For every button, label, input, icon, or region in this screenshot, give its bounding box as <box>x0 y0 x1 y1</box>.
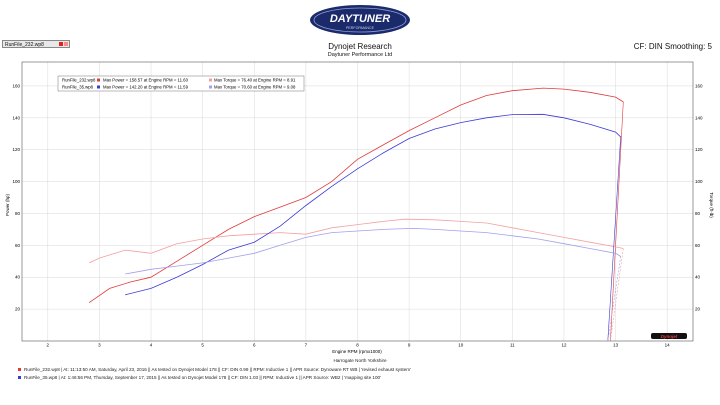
legend-swatch-run1-torque <box>209 78 212 82</box>
x-tick-label: 2 <box>47 343 50 348</box>
series-tail-1-power <box>610 101 624 342</box>
y-tick-label: 100 <box>12 179 20 184</box>
series-tail-2-torque <box>610 248 624 342</box>
footer-run2-text: RunFile_35.wp8 | At: 1:46:56 PM, Thursda… <box>24 375 381 380</box>
x-tick-label: 4 <box>150 343 153 348</box>
x-tick-label: 10 <box>458 343 464 348</box>
logo-subtext: PERFORMANCE <box>346 26 375 30</box>
x-tick-label: 8 <box>356 343 359 348</box>
series-line-2-torque <box>88 218 624 264</box>
y-tick-label: 80 <box>15 211 21 216</box>
legend-power-1: Max Power = 158.57 at Engine RPM = 11.60 <box>103 78 189 83</box>
plot-frame <box>21 61 694 342</box>
y2-tick-label: 20 <box>695 307 701 312</box>
svg-text:Dynojet: Dynojet <box>661 334 678 339</box>
logo-text: DAYTUNER <box>330 13 390 25</box>
dynojet-watermark: Dynojet <box>651 333 687 339</box>
series-tail-4-torque <box>607 256 621 342</box>
x-tick-label: 12 <box>561 343 567 348</box>
y-tick-label: 140 <box>12 115 20 120</box>
chart-grid <box>22 62 693 341</box>
y2-tick-label: 100 <box>695 179 703 184</box>
y-tick-label: 160 <box>12 83 20 88</box>
tab-label: RunFile_232.wp8 <box>5 42 44 48</box>
x-tick-label: 7 <box>305 343 308 348</box>
x-tick-label: 5 <box>201 343 204 348</box>
y2-axis-ticks: 20 40 60 80 100 120 140 160 <box>695 83 703 311</box>
y-tick-label: 120 <box>12 147 20 152</box>
series-group <box>88 87 624 342</box>
chart-title: Dynojet Research <box>328 42 392 51</box>
y-axis-ticks: 20 40 60 80 100 120 140 160 <box>12 83 20 311</box>
x-tick-label: 6 <box>253 343 256 348</box>
legend-swatch-run1-power <box>97 78 100 82</box>
run1-swatch <box>59 42 63 46</box>
y2-tick-label: 140 <box>695 115 703 120</box>
x-tick-label: 3 <box>98 343 101 348</box>
series-line-4-torque <box>125 227 621 275</box>
footer-run1: RunFile_232.wp8 | At: 11:13:50 AM, Satur… <box>18 367 411 372</box>
chart-subtitle: Daytuner Performance Ltd <box>327 52 393 58</box>
y2-tick-label: 40 <box>695 275 701 280</box>
y-tick-label: 60 <box>15 243 21 248</box>
run1-marker <box>18 368 21 372</box>
y2-tick-label: 160 <box>695 83 703 88</box>
x-tick-label: 14 <box>665 343 671 348</box>
x-tick-label: 9 <box>408 343 411 348</box>
y2-tick-label: 60 <box>695 243 701 248</box>
footer-run1-text: RunFile_232.wp8 | At: 11:13:50 AM, Satur… <box>24 367 411 372</box>
footer-run2: RunFile_35.wp8 | At: 1:46:56 PM, Thursda… <box>18 375 381 380</box>
x-axis-label: Engine RPM (rpmx1000) <box>332 349 382 354</box>
legend-file-2: RunFile_35.wp8 <box>62 85 94 90</box>
legend-torque-2: Max Torque = 70.60 at Engine RPM = 9.08 <box>214 85 296 90</box>
y-tick-label: 40 <box>15 275 21 280</box>
y-tick-label: 20 <box>15 307 21 312</box>
footer-location: Harrogate North Yorkshire <box>333 358 387 363</box>
run-file-tab[interactable]: RunFile_232.wp8 <box>2 40 70 48</box>
y2-axis-label: Torque (ft-lb) <box>709 192 714 218</box>
legend-power-2: Max Power = 142.20 at Engine RPM = 11.59 <box>103 85 189 90</box>
legend-swatch-run2-torque <box>209 85 212 89</box>
series-line-1-power <box>88 87 624 304</box>
legend-torque-1: Max Torque = 76.40 at Engine RPM = 8.91 <box>214 78 296 83</box>
series-tail-3-power <box>607 136 621 342</box>
y2-tick-label: 80 <box>695 211 701 216</box>
legend-swatch-run2-power <box>97 85 100 89</box>
legend-box: RunFile_232.wp8 Max Power = 158.57 at En… <box>57 75 305 92</box>
y-axis-label: Power (hp) <box>5 193 10 216</box>
run1-torque-swatch <box>64 42 68 46</box>
x-tick-label: 11 <box>510 343 515 348</box>
daytuner-logo: DAYTUNER PERFORMANCE <box>310 5 410 35</box>
legend-file-1: RunFile_232.wp8 <box>62 78 96 83</box>
x-tick-label: 13 <box>613 343 619 348</box>
run2-marker <box>18 376 21 380</box>
x-axis-ticks: 2 3 4 5 6 7 8 9 10 11 12 13 14 <box>47 343 671 348</box>
correction-factor-label: CF: DIN Smoothing: 5 <box>633 42 712 51</box>
y2-tick-label: 120 <box>695 147 703 152</box>
series-line-3-power <box>125 113 621 296</box>
